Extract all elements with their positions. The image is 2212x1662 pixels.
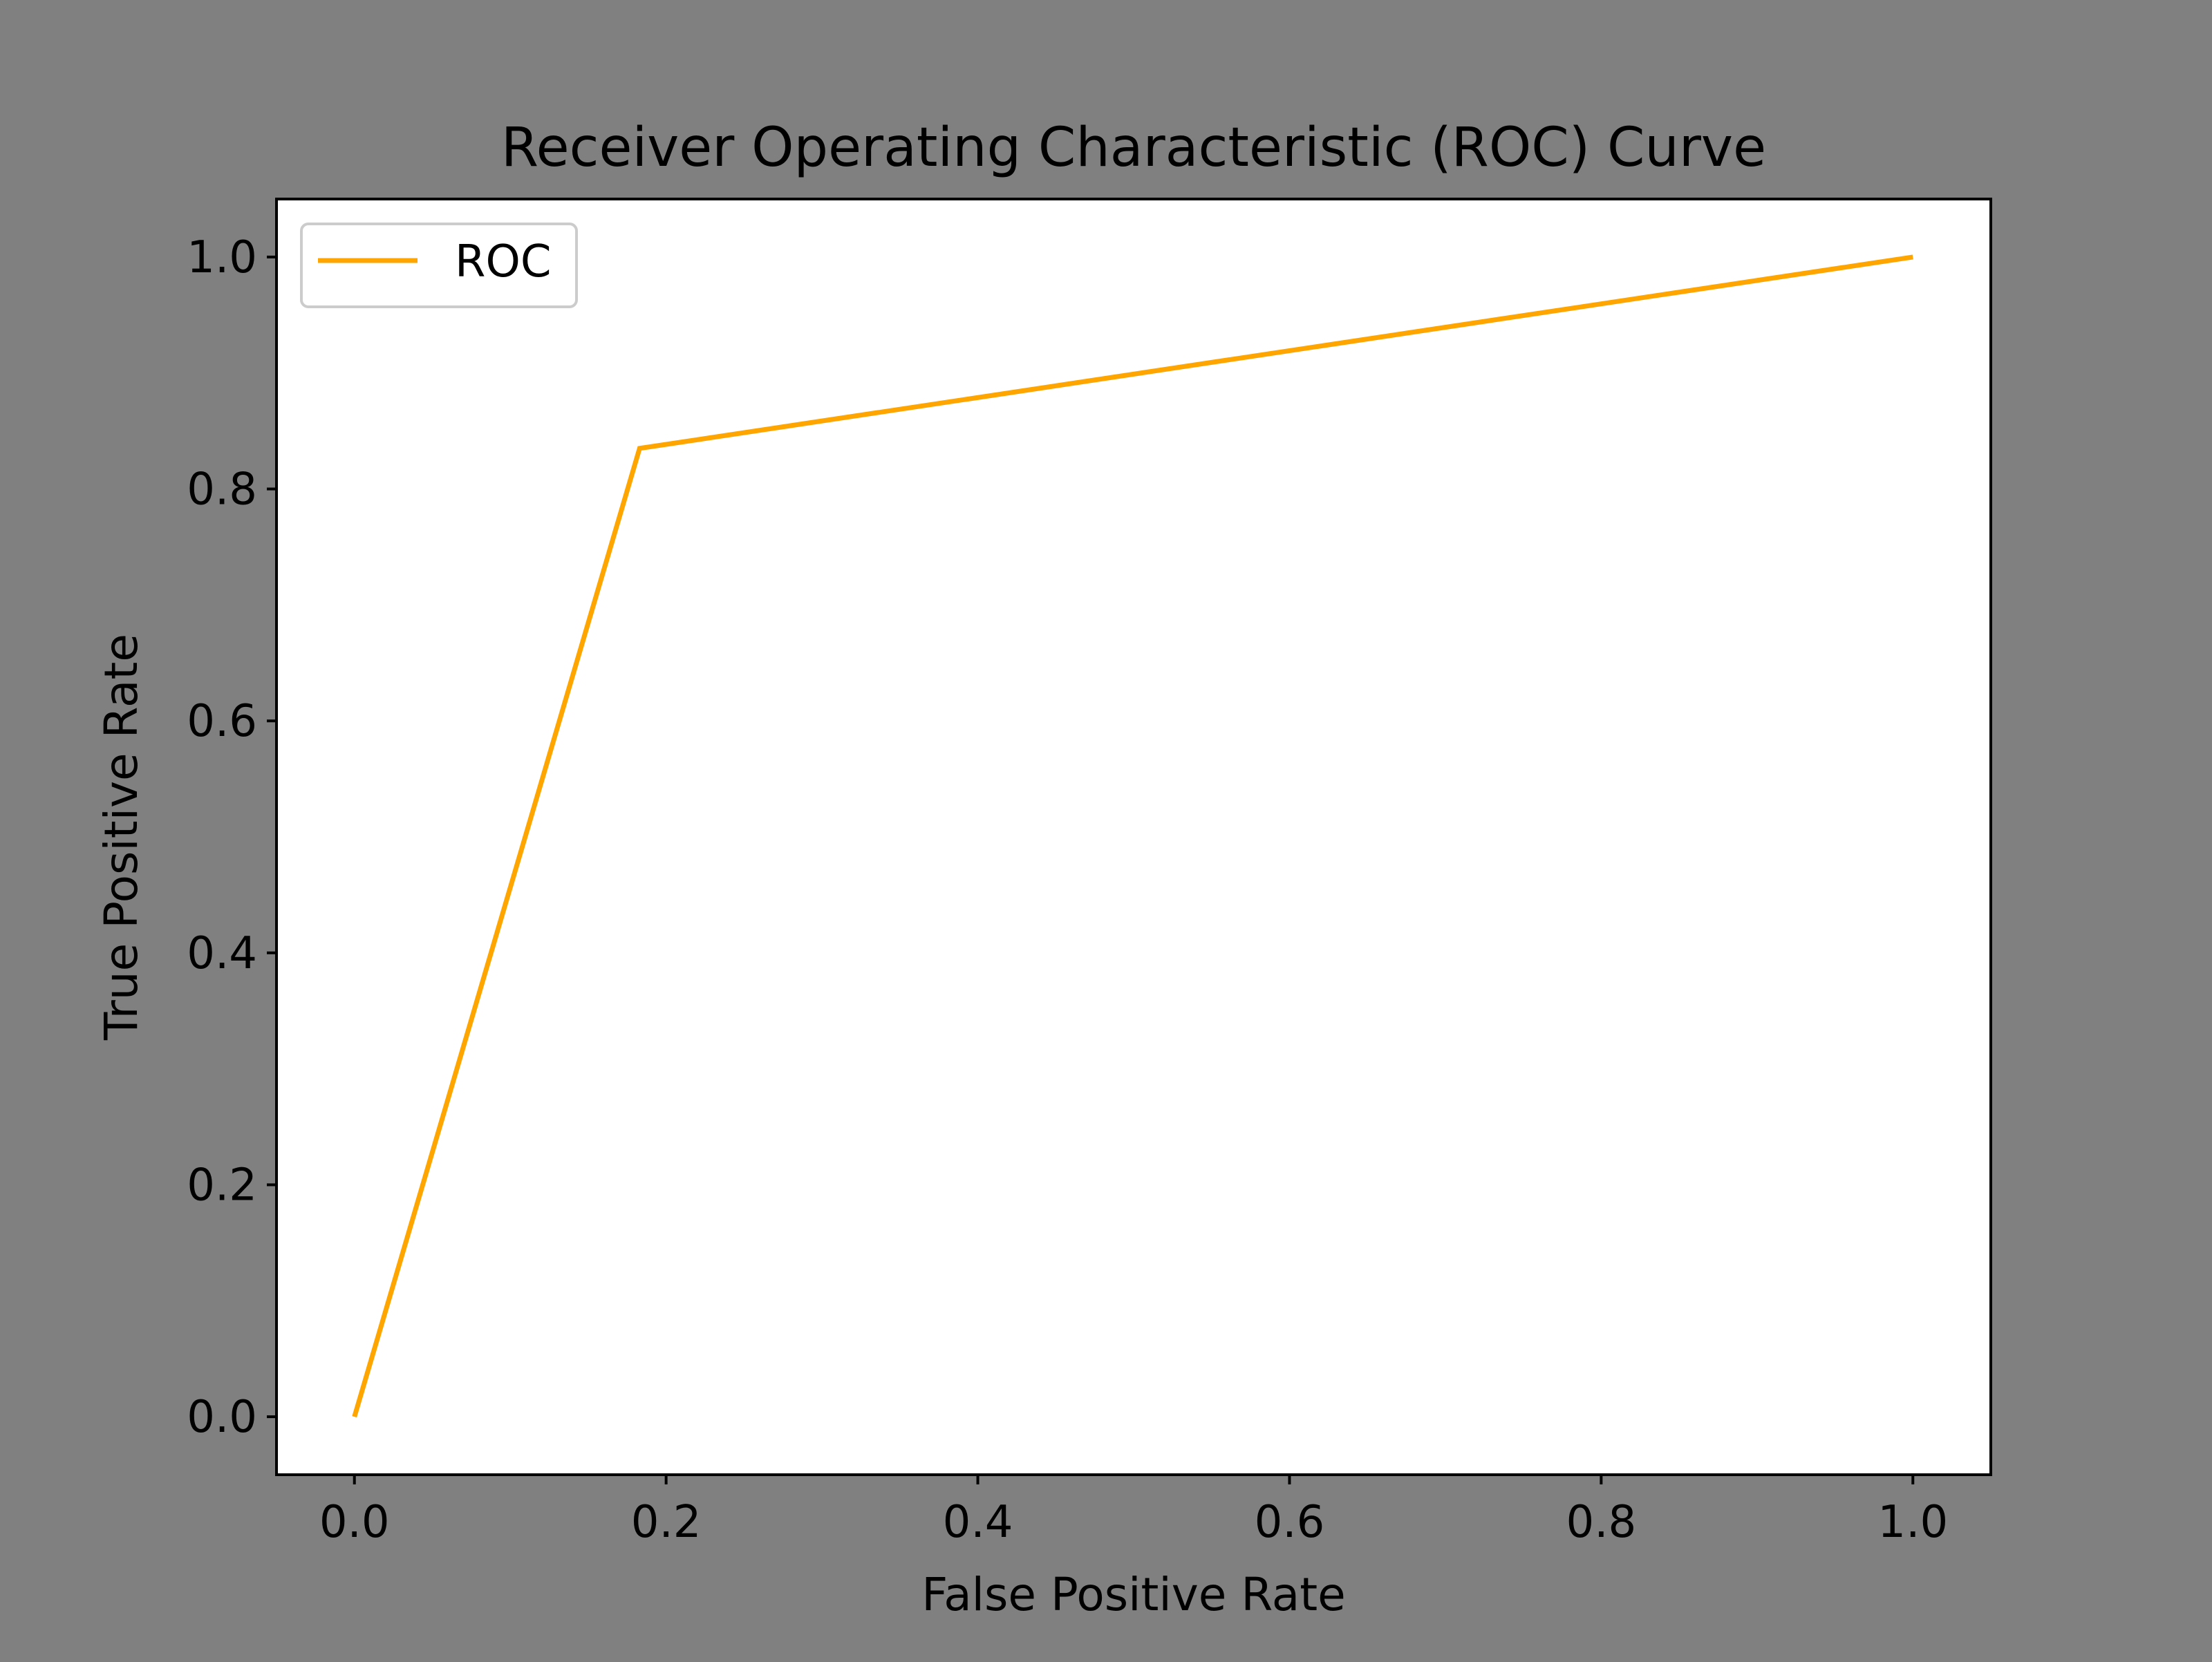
plot-area: [276, 199, 1991, 1475]
y-axis-ticks: 0.0 0.2 0.4 0.6 0.8 1.0: [187, 232, 276, 1443]
y-tick-label: 0.4: [187, 928, 257, 979]
y-tick-label: 0.0: [187, 1392, 257, 1443]
series-layer: [352, 254, 1913, 1418]
y-tick-label: 0.2: [187, 1160, 257, 1211]
plot-frame: [275, 198, 1992, 1476]
y-tick-label: 0.6: [187, 696, 257, 747]
legend-box: [300, 223, 578, 308]
x-axis-ticks: 0.0 0.2 0.4 0.6 0.8 1.0: [319, 1475, 1948, 1548]
y-tick-label: 1.0: [187, 232, 257, 283]
roc-series-line: [352, 254, 1913, 1418]
x-tick-label: 1.0: [1877, 1497, 1948, 1548]
x-tick-label: 0.4: [943, 1497, 1013, 1548]
y-tick-label: 0.8: [187, 464, 257, 516]
chart-title: Receiver Operating Characteristic (ROC) …: [501, 117, 1766, 179]
legend: ROC: [300, 223, 578, 308]
x-tick-label: 0.8: [1566, 1497, 1636, 1548]
x-tick-label: 0.2: [631, 1497, 702, 1548]
legend-label-roc: ROC: [455, 236, 552, 287]
x-axis-label: False Positive Rate: [921, 1568, 1345, 1621]
y-axis-label: True Positive Rate: [95, 634, 148, 1041]
x-tick-label: 0.0: [319, 1497, 390, 1548]
x-tick-label: 0.6: [1255, 1497, 1325, 1548]
